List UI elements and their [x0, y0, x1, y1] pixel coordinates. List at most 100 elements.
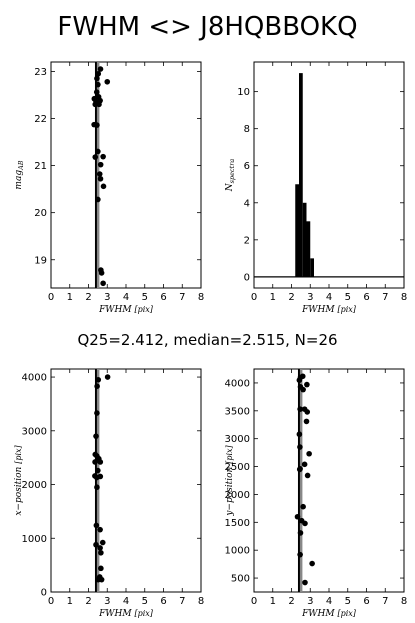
data-point — [92, 154, 99, 160]
data-point — [304, 409, 311, 415]
data-point — [297, 444, 303, 450]
data-point — [299, 373, 306, 380]
plot-frame — [50, 61, 202, 289]
data-point — [95, 70, 102, 77]
x-tick-label: 5 — [345, 596, 351, 607]
x-tick-label: 4 — [326, 596, 332, 607]
x-tick-label: 6 — [160, 292, 166, 303]
y-tick-label: 500 — [231, 574, 250, 585]
x-tick-label: 1 — [270, 292, 276, 303]
data-point — [96, 171, 103, 177]
data-point — [297, 465, 303, 472]
y-tick-label: 4 — [244, 198, 250, 209]
stats-summary: Q25=2.412, median=2.515, N=26 — [77, 331, 338, 349]
data-point — [296, 377, 303, 383]
x-tick-label: 8 — [198, 596, 204, 607]
x-tick-label: 0 — [251, 596, 257, 607]
x-tick-label: 3 — [104, 596, 110, 607]
data-point — [304, 472, 311, 479]
x-tick-label: 7 — [179, 292, 185, 303]
y-tick-label: 10 — [237, 87, 250, 98]
y-axis-label: x−position [pix] — [14, 444, 24, 515]
y-tick-label: 23 — [34, 67, 47, 78]
y-tick-label: 20 — [34, 208, 47, 219]
data-point — [301, 461, 308, 468]
data-point — [98, 270, 105, 276]
x-tick-label: 5 — [142, 292, 148, 303]
data-point — [92, 459, 98, 465]
y-tick-label: 6 — [244, 161, 250, 172]
x-tick-label: 0 — [251, 292, 257, 303]
histogram-bar — [302, 202, 307, 277]
data-point — [97, 175, 104, 182]
data-point — [104, 78, 111, 85]
y-tick-label: 2000 — [22, 480, 47, 491]
page-title: FWHM <> J8HQBBOKQ — [57, 12, 358, 42]
data-point — [306, 450, 312, 457]
x-axis-label: FWHM [pix] — [98, 305, 154, 315]
ypos-vs-fwhm-panel: 0 1 2 3 4 5 6 7 8 500 1000 1500 2000 2500 3000 3500 4000… — [225, 368, 407, 619]
x-tick-label: 1 — [270, 596, 276, 607]
y-tick-label: 1000 — [22, 534, 47, 545]
y-tick-label: 2 — [244, 235, 250, 246]
x-tick-label: 4 — [326, 292, 332, 303]
y-tick-label: 3000 — [225, 434, 250, 445]
x-tick-label: 0 — [48, 596, 54, 607]
y-tick-label: 1500 — [225, 518, 250, 529]
data-point — [95, 148, 101, 155]
y-tick-label: 4000 — [225, 378, 250, 389]
data-point — [97, 473, 104, 480]
x-tick-label: 7 — [382, 292, 388, 303]
x-axis-label: FWHM [pix] — [301, 609, 357, 619]
x-axis-label: FWHM [pix] — [301, 305, 357, 315]
x-tick-label: 8 — [401, 292, 407, 303]
x-tick-label: 7 — [382, 596, 388, 607]
x-tick-label: 3 — [307, 596, 313, 607]
histogram-bar — [295, 184, 299, 277]
y-tick-label: 21 — [34, 161, 47, 172]
data-point — [104, 374, 111, 380]
y-tick-label: 4000 — [22, 373, 47, 384]
x-tick-label: 5 — [345, 292, 351, 303]
x-tick-label: 1 — [67, 596, 73, 607]
x-tick-label: 6 — [363, 596, 369, 607]
y-tick-label: 8 — [244, 124, 250, 135]
y-tick-label: 1000 — [225, 546, 250, 557]
y-tick-label: 19 — [34, 255, 47, 266]
data-point — [97, 161, 104, 168]
data-point — [297, 406, 303, 412]
histogram-bar — [310, 258, 314, 277]
data-point — [94, 122, 100, 128]
data-point — [304, 381, 310, 388]
x-tick-label: 8 — [198, 292, 204, 303]
x-tick-label: 4 — [123, 596, 129, 607]
data-point — [309, 560, 315, 567]
data-point — [98, 565, 104, 572]
y-tick-label: 2500 — [225, 462, 250, 473]
x-tick-label: 7 — [179, 596, 185, 607]
y-axis-label: magAB — [14, 160, 25, 189]
data-point — [95, 376, 102, 383]
y-tick-label: 0 — [244, 272, 250, 283]
data-point — [294, 513, 301, 520]
data-point — [94, 410, 100, 416]
plot-frame — [253, 368, 405, 593]
data-point — [100, 280, 106, 287]
x-tick-label: 1 — [67, 292, 73, 303]
data-point — [93, 433, 99, 439]
y-tick-label: 22 — [34, 114, 47, 125]
x-tick-label: 2 — [85, 292, 91, 303]
data-point — [303, 418, 310, 425]
data-point — [302, 520, 308, 527]
data-point — [302, 579, 308, 586]
data-point — [93, 89, 100, 95]
x-tick-label: 4 — [123, 292, 129, 303]
data-point — [95, 196, 101, 203]
y-tick-label: 2000 — [225, 490, 250, 501]
x-tick-label: 2 — [85, 596, 91, 607]
data-point — [98, 549, 104, 556]
x-tick-label: 2 — [288, 596, 294, 607]
x-tick-label: 6 — [160, 596, 166, 607]
